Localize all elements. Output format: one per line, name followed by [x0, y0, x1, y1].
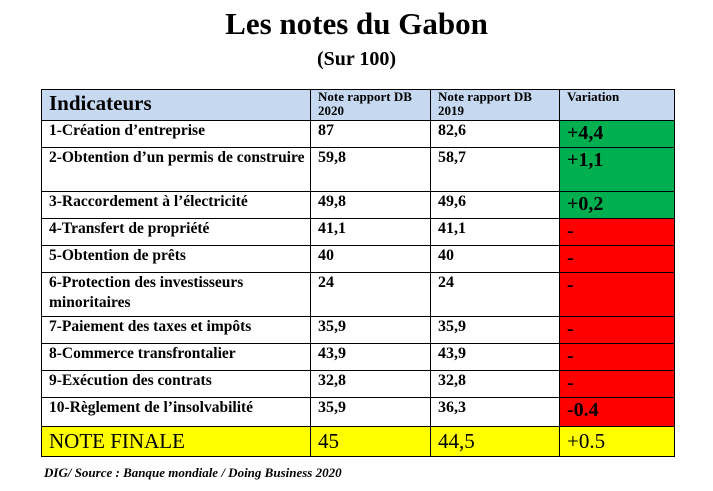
- row-variation: -: [559, 343, 675, 371]
- row-note-2020: 35,9: [310, 316, 431, 344]
- row-note-2020: 32,8: [310, 370, 431, 398]
- row-note-2020: 59,8: [310, 147, 431, 192]
- row-note-2019: 43,9: [430, 343, 560, 371]
- row-indicator: 5-Obtention de prêts: [41, 245, 311, 273]
- row-note-2019: 49,6: [430, 191, 560, 219]
- row-indicator: 6-Protection des investisseurs minoritai…: [41, 272, 311, 317]
- row-indicator: 7-Paiement des taxes et impôts: [41, 316, 311, 344]
- row-indicator: 9-Exécution des contrats: [41, 370, 311, 398]
- row-indicator: 10-Règlement de l’insolvabilité: [41, 397, 311, 427]
- table-row: 9-Exécution des contrats 32,8 32,8 -: [41, 370, 675, 398]
- row-indicator: 1-Création d’entreprise: [41, 120, 311, 148]
- header-note-2020: Note rapport DB 2020: [310, 89, 431, 121]
- row-note-2019: 35,9: [430, 316, 560, 344]
- final-note-2020: 45: [310, 426, 431, 457]
- table-row: 4-Transfert de propriété 41,1 41,1 -: [41, 218, 675, 246]
- row-note-2019: 82,6: [430, 120, 560, 148]
- row-variation: +4,4: [559, 120, 675, 148]
- table-row: 1-Création d’entreprise 87 82,6 +4,4: [41, 120, 675, 148]
- header-note-2019: Note rapport DB 2019: [430, 89, 560, 121]
- row-note-2020: 24: [310, 272, 431, 317]
- row-note-2020: 87: [310, 120, 431, 148]
- final-row: NOTE FINALE 45 44,5 +0.5: [41, 426, 675, 457]
- header-indicators: Indicateurs: [41, 89, 311, 121]
- row-note-2020: 40: [310, 245, 431, 273]
- table-row: 7-Paiement des taxes et impôts 35,9 35,9…: [41, 316, 675, 344]
- row-note-2019: 24: [430, 272, 560, 317]
- final-label: NOTE FINALE: [41, 426, 311, 457]
- notes-table: Indicateurs Note rapport DB 2020 Note ra…: [41, 89, 675, 457]
- row-note-2019: 32,8: [430, 370, 560, 398]
- table-row: 3-Raccordement à l’électricité 49,8 49,6…: [41, 191, 675, 219]
- row-indicator: 3-Raccordement à l’électricité: [41, 191, 311, 219]
- row-variation: -0.4: [559, 397, 675, 427]
- row-note-2020: 49,8: [310, 191, 431, 219]
- row-indicator: 2-Obtention d’un permis de construire: [41, 147, 311, 192]
- final-variation: +0.5: [559, 426, 675, 457]
- row-indicator: 8-Commerce transfrontalier: [41, 343, 311, 371]
- row-variation: -: [559, 272, 675, 317]
- row-note-2019: 41,1: [430, 218, 560, 246]
- header-variation: Variation: [559, 89, 675, 121]
- table-row: 10-Règlement de l’insolvabilité 35,9 36,…: [41, 397, 675, 427]
- page-title: Les notes du Gabon: [225, 6, 488, 41]
- row-note-2019: 40: [430, 245, 560, 273]
- table-row: 2-Obtention d’un permis de construire 59…: [41, 147, 675, 192]
- table-header-row: Indicateurs Note rapport DB 2020 Note ra…: [41, 89, 675, 121]
- row-variation: -: [559, 316, 675, 344]
- table-row: 5-Obtention de prêts 40 40 -: [41, 245, 675, 273]
- row-variation: -: [559, 218, 675, 246]
- row-note-2020: 35,9: [310, 397, 431, 427]
- page-subtitle: (Sur 100): [316, 48, 397, 70]
- row-variation: -: [559, 370, 675, 398]
- row-note-2020: 41,1: [310, 218, 431, 246]
- table-row: 8-Commerce transfrontalier 43,9 43,9 -: [41, 343, 675, 371]
- row-note-2020: 43,9: [310, 343, 431, 371]
- final-note-2019: 44,5: [430, 426, 560, 457]
- row-note-2019: 58,7: [430, 147, 560, 192]
- row-indicator: 4-Transfert de propriété: [41, 218, 311, 246]
- source-note: DIG/ Source : Banque mondiale / Doing Bu…: [44, 465, 342, 480]
- row-variation: -: [559, 245, 675, 273]
- row-variation: +0,2: [559, 191, 675, 219]
- table-row: 6-Protection des investisseurs minoritai…: [41, 272, 675, 317]
- row-variation: +1,1: [559, 147, 675, 192]
- row-note-2019: 36,3: [430, 397, 560, 427]
